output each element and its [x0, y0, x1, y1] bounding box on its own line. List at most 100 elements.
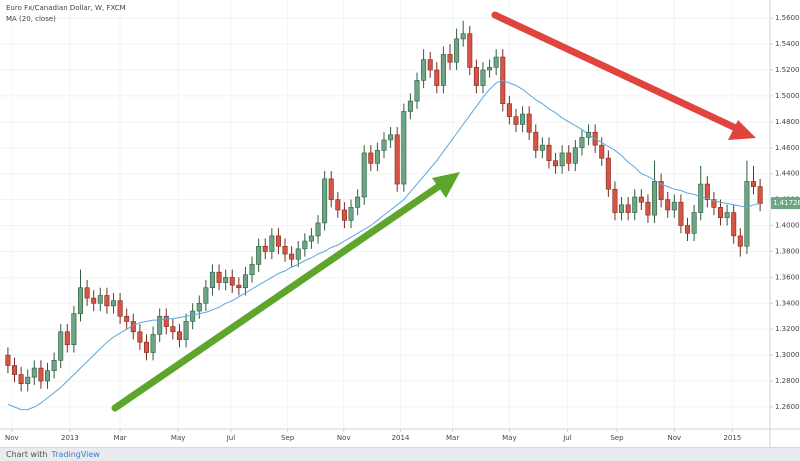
candle-body [599, 144, 605, 159]
x-tick-label: May [171, 434, 185, 442]
y-tick-label: 1.56000 [775, 14, 800, 22]
candle-body [704, 183, 710, 200]
candle-body [731, 212, 737, 237]
candle-body [368, 152, 374, 164]
y-tick-label: 1.34000 [775, 299, 800, 307]
candle-body [665, 199, 671, 211]
candle-body [691, 212, 697, 234]
y-tick-label: 1.38000 [775, 247, 800, 255]
x-tick-label: 2015 [723, 434, 741, 442]
candle-body [110, 300, 116, 307]
candle-body [572, 147, 578, 164]
candle-body [137, 331, 143, 343]
y-tick-label: 1.36000 [775, 273, 800, 281]
candle-body [434, 69, 440, 86]
candle-body [104, 295, 110, 307]
candle-body [553, 160, 559, 167]
candle-body [619, 204, 625, 213]
candle-body [249, 264, 255, 276]
candle-body [559, 152, 565, 167]
x-tick-label: Sep [281, 434, 295, 442]
candle-body [658, 181, 664, 200]
candle-body [421, 59, 427, 81]
candle-body [381, 139, 387, 151]
candle-body [401, 111, 407, 185]
candle-body [157, 315, 163, 335]
candle-body [196, 302, 202, 312]
candle-body [51, 360, 57, 371]
x-tick-label: Sep [610, 434, 624, 442]
candle-body [282, 245, 288, 255]
last-price-label: 1.41728 [773, 199, 800, 207]
candle-body [698, 183, 704, 213]
candle-body [150, 334, 156, 353]
candle-body [262, 245, 268, 252]
candle-body [18, 374, 24, 384]
trend-arrow-up [111, 178, 449, 412]
candle-body [229, 277, 235, 286]
candle-body [566, 152, 572, 164]
candle-body [242, 274, 248, 289]
y-tick-label: 1.30000 [775, 351, 800, 359]
candle-body [203, 287, 209, 304]
x-tick-label: Nov [5, 434, 19, 442]
candle-body [374, 150, 380, 164]
ma-line [7, 79, 761, 411]
x-tick-label: 2013 [61, 434, 79, 442]
candle-body [480, 69, 486, 86]
candle-body [671, 201, 677, 211]
candle-body [12, 365, 18, 375]
candle-body [645, 201, 651, 216]
y-tick-label: 1.48000 [775, 118, 800, 126]
candle-body [64, 331, 70, 346]
footer: Chart with TradingView [0, 447, 800, 461]
candle-body [493, 56, 499, 68]
candle-body [454, 38, 460, 63]
candle-body [447, 54, 453, 63]
candle-body [322, 178, 328, 224]
candle-body [757, 186, 763, 204]
candle-body [176, 331, 182, 340]
candle-body [289, 253, 295, 260]
candle-body [678, 201, 684, 226]
candle-body [269, 235, 275, 252]
x-tick-label: May [502, 434, 516, 442]
candle-body [97, 295, 103, 304]
candle-body [513, 116, 519, 125]
candle-body [295, 248, 301, 260]
candle-body [506, 103, 512, 117]
candle-body [533, 131, 539, 151]
last-price-box [771, 197, 800, 210]
candle-body [625, 204, 631, 213]
candle-body [718, 207, 724, 219]
candle-body [526, 113, 532, 133]
candle-body [328, 178, 334, 200]
footer-brand[interactable]: TradingView [51, 450, 100, 459]
x-tick-label: Nov [667, 434, 681, 442]
candle-body [216, 271, 222, 283]
marks [5, 20, 763, 411]
candle-body [163, 315, 169, 327]
trend-arrow-down [491, 11, 744, 134]
candle-body [170, 326, 176, 333]
y-tick-label: 1.46000 [775, 144, 800, 152]
candle-body [605, 157, 611, 190]
candle-body [539, 144, 545, 151]
candle-body [77, 287, 83, 314]
candle-body [737, 235, 743, 247]
candle-body [38, 367, 44, 382]
candle-body [520, 113, 526, 125]
candle-body [25, 376, 31, 384]
grid [0, 0, 770, 429]
x-tick-label: Mar [113, 434, 126, 442]
candle-body [711, 199, 717, 208]
chart: Euro Fx/Canadian Dollar, W, FXCM MA (20,… [0, 0, 800, 447]
candle-body [652, 181, 658, 216]
y-tick-label: 1.40000 [775, 222, 800, 230]
candle-body [45, 370, 51, 382]
candle-body [275, 235, 281, 247]
candle-body [209, 271, 215, 289]
candle-body [473, 67, 479, 86]
y-tick-label: 1.52000 [775, 66, 800, 74]
arrow-head-down [728, 120, 756, 140]
